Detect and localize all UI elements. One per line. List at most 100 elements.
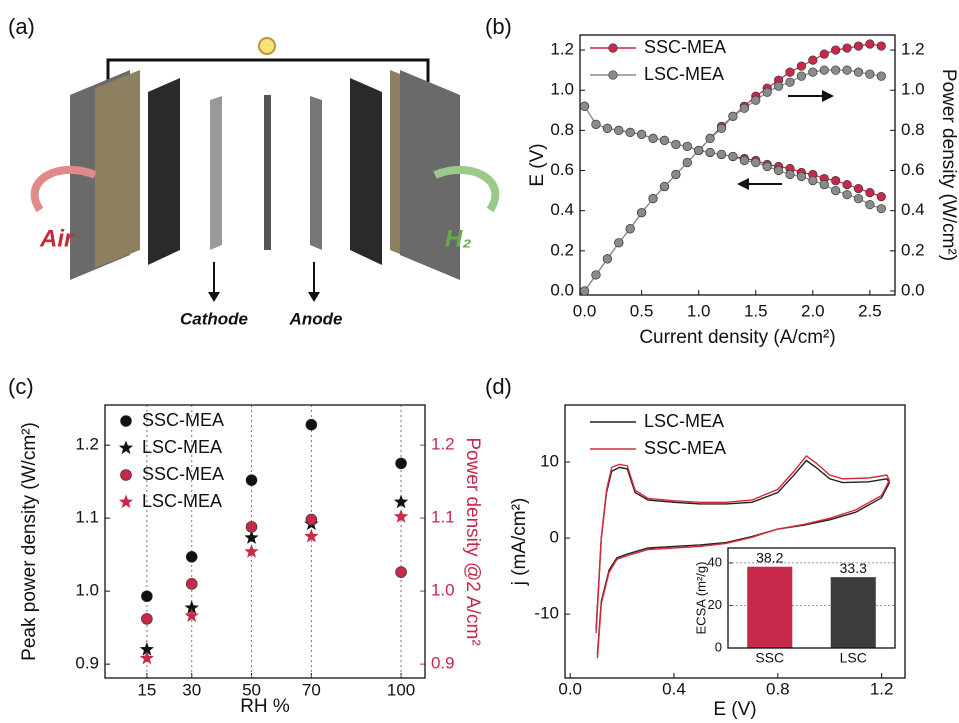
marker-circle — [672, 140, 681, 149]
marker-circle — [854, 42, 863, 51]
marker-circle — [809, 56, 818, 65]
gasket — [95, 70, 140, 268]
marker-circle — [649, 194, 658, 203]
marker-circle — [797, 62, 806, 71]
marker-circle — [306, 514, 317, 525]
air-label: Air — [39, 225, 75, 252]
y-tick-label: 0.4 — [550, 200, 574, 219]
marker-circle — [706, 134, 715, 143]
marker-circle — [603, 124, 612, 133]
marker-star — [119, 495, 133, 509]
marker-circle — [751, 158, 760, 167]
gdl — [350, 78, 382, 265]
marker-circle — [831, 46, 840, 55]
y2-tick-label: 0.2 — [901, 240, 925, 259]
marker-circle — [774, 166, 783, 175]
x-tick-label: 1.5 — [744, 301, 768, 320]
y-tick-label: 0.8 — [550, 120, 574, 139]
marker-circle — [854, 194, 863, 203]
marker-circle — [637, 130, 646, 139]
marker-circle — [786, 78, 795, 87]
marker-circle — [843, 190, 852, 199]
y-tick-label: 1.1 — [75, 508, 99, 527]
marker-circle — [843, 44, 852, 53]
x-tick-label: 70 — [302, 680, 321, 699]
legend-label: SSC-MEA — [142, 464, 224, 484]
marker-star — [185, 609, 199, 623]
panel-label: (b) — [485, 14, 512, 39]
marker-circle — [866, 200, 875, 209]
marker-circle — [820, 180, 829, 189]
y-axis-label: j (mA/cm²) — [509, 498, 530, 587]
marker-circle — [717, 150, 726, 159]
y-tick-label: 1.0 — [75, 581, 99, 600]
y2-axis-label: Power density (W/cm²) — [938, 69, 959, 261]
marker-circle — [831, 66, 840, 75]
marker-circle — [603, 255, 612, 264]
marker-circle — [820, 66, 829, 75]
bar — [831, 577, 876, 648]
marker-circle — [580, 102, 589, 111]
anode-layer — [310, 96, 322, 250]
marker-circle — [797, 72, 806, 81]
y-tick-label: 1.2 — [75, 435, 99, 454]
marker-circle — [141, 591, 152, 602]
figure: (a) Air H₂ Cathode Anode (b)0.00.20.40.6… — [0, 0, 959, 723]
marker-circle — [396, 458, 407, 469]
marker-circle — [854, 68, 863, 77]
x-tick-label: 0.0 — [558, 679, 582, 698]
x-tick-label: 2.0 — [801, 301, 825, 320]
marker-circle — [809, 68, 818, 77]
marker-circle — [246, 475, 257, 486]
marker-circle — [877, 204, 886, 213]
marker-circle — [820, 50, 829, 59]
marker-circle — [877, 42, 886, 51]
y2-tick-label: 1.1 — [431, 508, 455, 527]
marker-circle — [751, 96, 760, 105]
cathode-layer — [210, 96, 222, 250]
marker-circle — [706, 148, 715, 157]
bar — [747, 567, 792, 648]
marker-circle — [797, 172, 806, 181]
marker-circle — [740, 104, 749, 113]
y-tick-label: -10 — [534, 604, 559, 623]
marker-circle — [831, 186, 840, 195]
legend-label: LSC-MEA — [644, 64, 724, 84]
marker-circle — [843, 180, 852, 189]
x-tick-label: LSC — [840, 650, 867, 666]
marker-circle — [609, 44, 618, 53]
marker-circle — [186, 551, 197, 562]
chart: 02040ECSA (m²/g)38.2SSC33.3LSC — [693, 548, 895, 666]
marker-circle — [877, 192, 886, 201]
legend-label: LSC-MEA — [142, 437, 222, 457]
marker-circle — [615, 238, 624, 247]
arrowhead — [737, 178, 749, 190]
marker-circle — [854, 184, 863, 193]
marker-circle — [740, 156, 749, 165]
y2-tick-label: 0.4 — [901, 200, 925, 219]
marker-circle — [121, 416, 132, 427]
anode-label: Anode — [289, 309, 343, 328]
y-tick-label: 0 — [715, 639, 722, 654]
marker-circle — [774, 82, 783, 91]
cathode-label: Cathode — [180, 309, 248, 328]
panel-label: (a) — [8, 14, 35, 39]
chart: (b)0.00.20.40.60.81.01.20.00.20.40.60.81… — [485, 14, 959, 348]
x-tick-label: 1.2 — [870, 679, 894, 698]
marker-circle — [592, 120, 601, 129]
y-tick-label: 0.2 — [550, 240, 574, 259]
marker-circle — [660, 136, 669, 145]
y-axis-label: E (V) — [527, 143, 548, 186]
marker-circle — [786, 68, 795, 77]
marker-circle — [609, 71, 618, 80]
y2-tick-label: 0.0 — [901, 280, 925, 299]
marker-circle — [763, 162, 772, 171]
x-tick-label: 0.5 — [630, 301, 654, 320]
y-tick-label: 0 — [550, 528, 559, 547]
h2-label: H₂ — [445, 225, 471, 252]
y-tick-label: 0.9 — [75, 654, 99, 673]
x-tick-label: SSC — [755, 650, 784, 666]
marker-circle — [843, 66, 852, 75]
y-axis-label: ECSA (m²/g) — [693, 562, 708, 635]
marker-circle — [121, 470, 132, 481]
